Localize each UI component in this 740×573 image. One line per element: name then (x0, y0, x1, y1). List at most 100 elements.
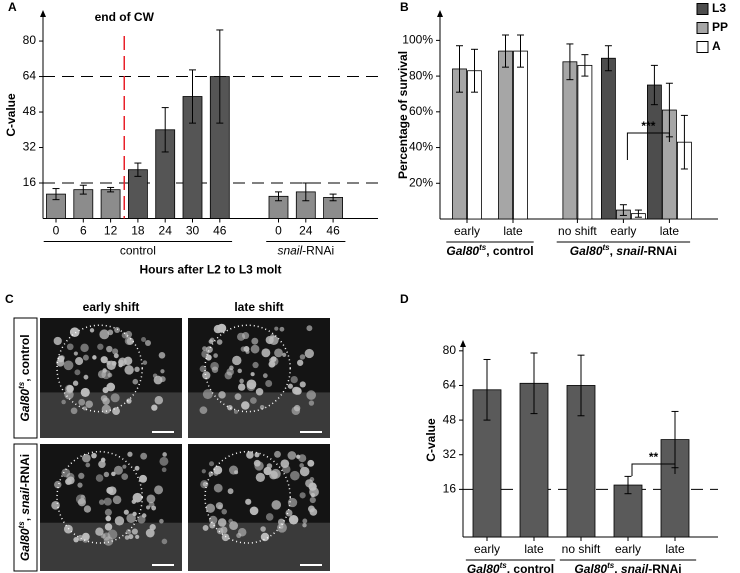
label-part: Gal80 (18, 389, 32, 422)
row-label-box (13, 317, 38, 439)
error-bar (577, 354, 585, 417)
nucleus (125, 529, 132, 535)
significance-bracket (631, 463, 676, 476)
nucleus (216, 339, 223, 345)
y-tick-label: 40% (409, 140, 433, 154)
nucleus (282, 465, 291, 474)
row-label-box (13, 443, 38, 572)
error-bar (650, 64, 658, 106)
x-tick-label: early (610, 224, 636, 238)
y-tick-label: 64 (23, 69, 37, 83)
nucleus (205, 503, 216, 513)
nucleus (126, 398, 132, 404)
label-part: -RNAi (18, 454, 32, 487)
tissue-haze (188, 522, 330, 571)
nucleus (101, 369, 111, 380)
nucleus (103, 471, 110, 478)
nucleus (72, 380, 79, 386)
x-tick-label: 30 (186, 224, 200, 238)
bar (467, 70, 482, 220)
nucleus (158, 351, 166, 359)
nucleus (134, 465, 140, 471)
error-bar (456, 45, 463, 93)
nucleus (63, 360, 74, 371)
error-bar (604, 45, 612, 72)
nucleus (89, 328, 95, 333)
nucleus (70, 407, 78, 415)
nucleus (83, 505, 92, 513)
nucleus (237, 332, 246, 341)
nucleus (274, 450, 281, 458)
nucleus (287, 451, 297, 460)
nucleus (237, 368, 242, 374)
group-label: Gal80ts, snail-RNAi (574, 561, 681, 573)
nucleus (240, 346, 247, 352)
nucleus (227, 404, 233, 411)
nucleus (154, 485, 164, 495)
nucleus (159, 518, 164, 524)
nucleus (290, 517, 295, 522)
nucleus (73, 536, 79, 543)
label-part: snail (277, 244, 302, 258)
bar (100, 189, 121, 219)
nucleus (82, 354, 89, 361)
nucleus (66, 385, 74, 393)
nucleus (246, 451, 254, 459)
nucleus (260, 526, 266, 532)
y-tick-label: 80% (409, 68, 433, 82)
error-bar (634, 209, 642, 218)
y-tick-label: 20% (409, 175, 433, 189)
error-bar (107, 186, 115, 193)
nucleus (161, 467, 167, 473)
nucleus (124, 336, 133, 345)
nucleus (277, 518, 285, 526)
nucleus (229, 521, 239, 531)
error-bar (79, 184, 87, 195)
bar (498, 50, 513, 220)
panel-label: B (400, 0, 409, 14)
group-label: Gal80ts, control (446, 243, 533, 259)
error-bar (189, 69, 196, 124)
y-tick-label: 48 (23, 104, 37, 118)
nucleus (229, 365, 234, 371)
panel-label: A (8, 0, 17, 14)
error-bar (471, 48, 478, 93)
error-bar (274, 191, 282, 202)
nucleus (234, 393, 242, 401)
nucleus (259, 404, 265, 410)
error-bar (216, 29, 224, 124)
nucleus (112, 348, 119, 355)
nucleus (236, 532, 242, 538)
y-tick-label: 100% (402, 33, 433, 47)
significance-label: ** (649, 450, 659, 464)
nucleus (202, 389, 213, 400)
x-tick-label: 24 (299, 224, 313, 238)
nucleus (274, 348, 283, 358)
nucleus (75, 494, 86, 505)
error-bar (483, 358, 491, 421)
nucleus (113, 465, 123, 475)
nucleus (141, 336, 147, 342)
nucleus (262, 373, 268, 379)
nucleus (239, 378, 244, 384)
nucleus (304, 348, 314, 359)
nucleus (213, 471, 219, 476)
nucleus (159, 376, 166, 383)
x-tick-label: early (454, 224, 480, 238)
nucleus (66, 343, 74, 351)
y-tick-label: 60% (409, 104, 433, 118)
nucleus (110, 393, 120, 403)
x-tick-label: 46 (326, 224, 340, 238)
nucleus (82, 536, 89, 543)
error-bar (581, 54, 589, 77)
y-tick-label: 64 (443, 378, 457, 392)
nucleus (250, 397, 257, 404)
y-axis-label: C-value (424, 418, 438, 462)
label-part: Gal80 (18, 528, 32, 561)
nucleus (124, 365, 134, 375)
nucleus (53, 336, 62, 346)
nucleus (221, 508, 227, 515)
tissue-haze (188, 392, 330, 438)
nucleus (245, 498, 252, 505)
nucleus (309, 496, 316, 504)
